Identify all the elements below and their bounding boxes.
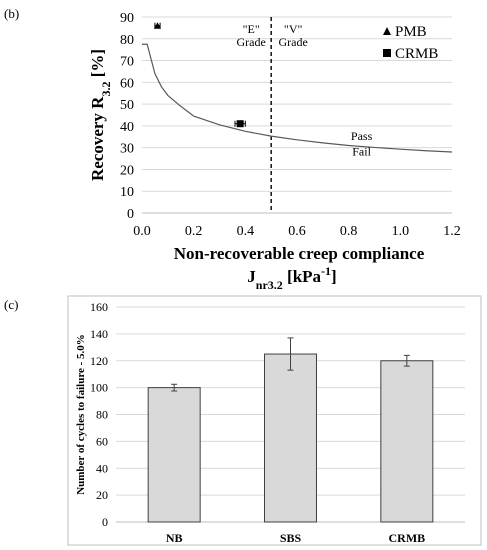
x-tick-label: 0.2 [185,224,203,239]
category-label: CRMB [388,531,425,545]
x-tick-label: 0.6 [288,224,306,239]
bar [147,387,201,523]
panel-label-b: (b) [4,6,20,21]
x-tick-label: 1.2 [443,224,461,239]
e-grade-label: "E" [243,22,260,36]
y-tick-label: 160 [90,300,108,314]
x-tick-label: 0.4 [237,224,255,239]
cycles-bar-chart: 0 20 40 60 80 100 120 140 160 NB SBS CRMB Number of … [67,295,482,546]
crmb-point [236,120,244,128]
y-axis-title: Recovery R3.2 [%] [88,49,113,181]
x-tick-label: 0.8 [340,224,358,239]
y-tick-label: 80 [120,33,134,48]
legend-crmb-label: CRMB [395,46,438,62]
x-axis-title: Non-recoverable creep compliance [174,244,425,263]
y-tick-label: 140 [90,327,108,341]
x-axis-title-units: Jnr3.2 [kPa-1] [247,264,336,292]
y-tick-label: 10 [120,185,134,200]
category-label: NB [166,531,183,545]
y-tick-label: 70 [120,55,134,70]
y-tick-label: 20 [96,488,108,502]
chart-frame [67,295,482,546]
pass-annotation: Pass [351,129,373,143]
x-tick-label: 1.0 [392,224,410,239]
legend-crmb-marker [383,49,391,57]
y-tick-label: 40 [120,120,134,135]
y-tick-label: 60 [96,434,108,448]
pass-fail-curve [142,43,453,153]
bar [264,353,317,523]
y-tick-label: 90 [120,11,134,26]
y-tick-label: 20 [120,163,134,178]
fail-annotation: Fail [352,144,371,158]
recovery-chart: 0 10 20 30 40 50 60 70 80 90 0.0 0.2 0.4 0.6 0.8 1.0 1.2… [88,11,461,292]
panel-label-c: (c) [4,297,19,312]
legend-pmb-marker [383,27,391,35]
legend-pmb-label: PMB [395,24,427,40]
category-label: SBS [280,531,302,545]
pmb-point [154,22,161,29]
e-grade-label: Grade [237,35,266,49]
x-tick-label: 0.0 [133,224,151,239]
y-tick-label: 80 [96,408,108,422]
y-axis-title: Number of cycles to failure - 5.0% [75,334,87,495]
y-tick-label: 0 [127,207,134,222]
v-grade-label: Grade [279,35,308,49]
v-grade-label: "V" [284,22,303,36]
y-tick-label: 100 [90,381,108,395]
y-tick-label: 120 [90,354,108,368]
y-tick-label: 0 [102,515,108,529]
y-tick-label: 40 [96,461,108,475]
y-tick-label: 30 [120,142,134,157]
y-tick-label: 60 [120,76,134,91]
y-tick-label: 50 [120,98,134,113]
bar [380,360,434,523]
